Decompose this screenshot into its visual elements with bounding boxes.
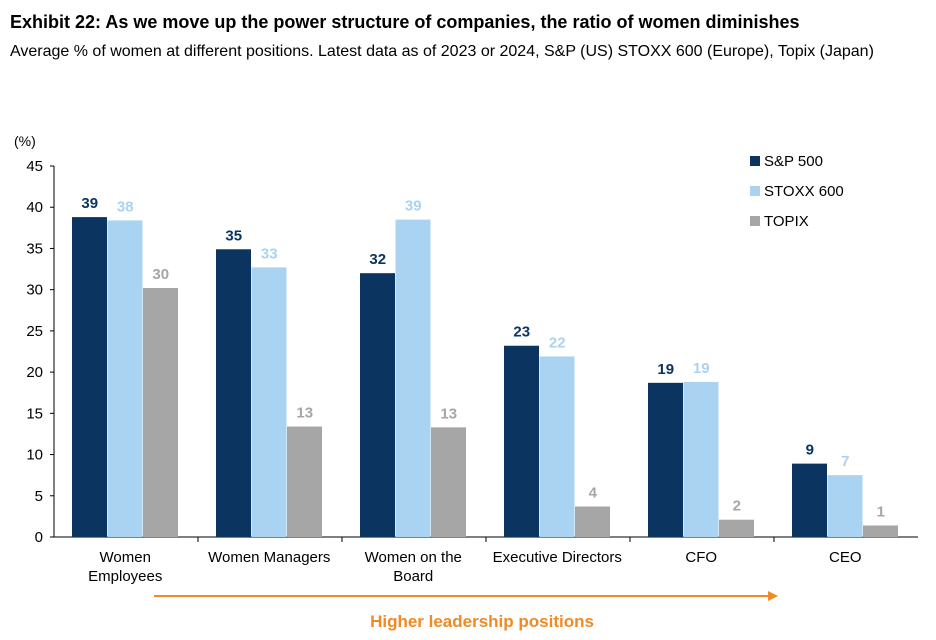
legend-swatch: [750, 156, 760, 166]
bar: [107, 220, 143, 537]
data-label: 39: [81, 195, 98, 212]
x-tick-labels: Women Employees Women Managers Women on the…: [88, 549, 861, 585]
legend-label: STOXX 600: [764, 183, 844, 200]
data-label: 32: [369, 251, 386, 268]
bar: [792, 463, 827, 537]
legend-label: TOPIX: [764, 213, 809, 230]
bar: [216, 249, 251, 537]
x-tick-label: Women: [100, 549, 151, 566]
x-tick-label: Employees: [88, 568, 162, 585]
y-tick-label: 5: [35, 488, 43, 505]
axes: 0 5 10 15 20 25 30 35 40 45: [26, 158, 918, 546]
bar: [683, 382, 719, 537]
bar: [72, 217, 107, 538]
x-tick-label: Executive Directors: [493, 549, 622, 566]
bar: [287, 426, 322, 537]
y-tick-label: 15: [26, 405, 43, 422]
x-tick-label: Women Managers: [208, 549, 330, 566]
bar: [143, 288, 178, 537]
legend: S&P 500 STOXX 600 TOPIX: [750, 153, 844, 230]
annotation: Higher leadership positions: [154, 591, 778, 631]
y-tick-label: 45: [26, 158, 43, 175]
data-label: 2: [733, 498, 741, 515]
legend-label: S&P 500: [764, 153, 823, 170]
x-tick-label: CEO: [829, 549, 862, 566]
bar: [251, 267, 287, 537]
data-label: 30: [152, 266, 169, 283]
data-label: 19: [657, 361, 674, 378]
y-tick-label: 0: [35, 529, 43, 546]
annotation-label: Higher leadership positions: [370, 612, 594, 631]
y-tick-label: 10: [26, 447, 43, 464]
data-label: 22: [549, 334, 566, 351]
arrow-head-icon: [768, 591, 778, 601]
data-label: 33: [261, 245, 278, 262]
bar: [575, 506, 610, 537]
y-tick-label: 40: [26, 199, 43, 216]
data-label: 39: [405, 198, 422, 215]
chart-subtitle: Average % of women at different position…: [10, 43, 874, 60]
chart-title: Exhibit 22: As we move up the power stru…: [10, 12, 800, 32]
bars: [72, 217, 898, 538]
bar: [539, 356, 575, 537]
data-label: 23: [513, 324, 530, 341]
bar: [827, 475, 863, 537]
data-label: 13: [296, 405, 313, 422]
bar: [719, 519, 754, 537]
data-label: 35: [225, 227, 242, 244]
y-unit-label: (%): [14, 133, 36, 149]
bar: [863, 525, 898, 537]
legend-swatch: [750, 186, 760, 196]
y-tick-label: 20: [26, 364, 43, 381]
data-label: 38: [117, 198, 134, 215]
x-tick-label: CFO: [685, 549, 717, 566]
data-label: 13: [440, 405, 457, 422]
legend-swatch: [750, 216, 760, 226]
bar: [395, 219, 431, 538]
data-label: 19: [693, 360, 710, 377]
x-tick-label: Women on the: [365, 549, 462, 566]
data-label: 9: [806, 442, 814, 459]
bar: [648, 382, 683, 537]
data-label: 7: [841, 453, 849, 470]
data-labels: 39 35 32 23 19 9 38 33 39 22 19 7 30 13 13 4 2 1: [81, 195, 885, 520]
y-tick-label: 30: [26, 282, 43, 299]
data-label: 1: [877, 503, 885, 520]
bar: [431, 427, 466, 537]
y-tick-label: 35: [26, 240, 43, 257]
bar: [360, 273, 395, 537]
y-tick-label: 25: [26, 323, 43, 340]
data-label: 4: [589, 484, 598, 501]
bar: [504, 345, 539, 537]
x-tick-label: Board: [393, 568, 433, 585]
